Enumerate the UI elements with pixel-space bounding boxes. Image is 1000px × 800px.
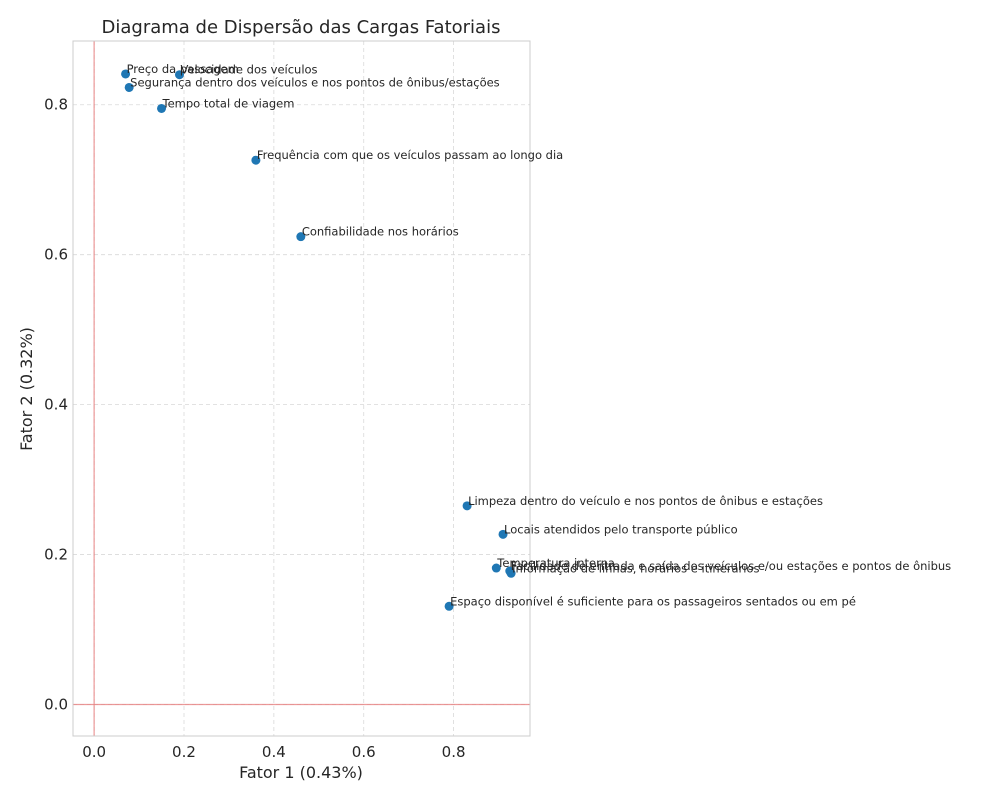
point-label: Segurança dentro dos veículos e nos pont…	[130, 75, 500, 89]
data-point	[491, 563, 501, 573]
point-label: Tempo total de viagem	[162, 96, 295, 110]
chart-title: Diagrama de Dispersão das Cargas Fatoria…	[102, 17, 501, 38]
data-point	[462, 501, 472, 511]
data-point	[174, 70, 184, 80]
point-label: Velocidade dos veículos	[180, 63, 317, 77]
data-point	[506, 568, 516, 578]
y-tick-label: 0.8	[44, 96, 68, 114]
data-point	[444, 601, 454, 611]
x-tick-label: 0.6	[352, 743, 376, 761]
x-tick-label: 0.2	[172, 743, 196, 761]
data-point	[296, 232, 306, 242]
y-tick-labels: 0.0 0.2 0.4 0.6 0.8	[44, 96, 68, 714]
data-point	[121, 69, 131, 79]
point-label: Locais atendidos pelo transporte público	[504, 522, 738, 536]
x-tick-label: 0.0	[82, 743, 106, 761]
data-point	[251, 155, 261, 165]
y-tick-label: 0.6	[44, 246, 68, 264]
y-axis-label: Fator 2 (0.32%)	[17, 327, 36, 451]
data-point	[498, 529, 508, 539]
point-label: Espaço disponível é suficiente para os p…	[450, 594, 856, 608]
point-label: Facilidade de entrada e saída dos veícul…	[511, 559, 951, 573]
point-label: Confiabilidade nos horários	[302, 225, 459, 239]
plot-background	[73, 41, 530, 736]
y-tick-label: 0.0	[44, 696, 68, 714]
x-tick-label: 0.4	[262, 743, 286, 761]
point-label: Limpeza dentro do veículo e nos pontos d…	[468, 494, 823, 508]
point-label: Preço da passagem	[127, 62, 239, 76]
point-label: Temperatura interna	[496, 556, 615, 570]
point-label: Frequência com que os veículos passam ao…	[257, 148, 563, 162]
data-points	[121, 69, 516, 611]
data-point	[157, 103, 167, 113]
point-label: Informação de linhas, horários e itinerá…	[512, 561, 759, 575]
x-tick-labels: 0.0 0.2 0.4 0.6 0.8	[82, 743, 465, 761]
y-tick-label: 0.4	[44, 396, 68, 414]
y-tick-label: 0.2	[44, 546, 68, 564]
reference-lines	[73, 41, 530, 736]
x-tick-label: 0.8	[442, 743, 466, 761]
data-point	[124, 82, 134, 92]
x-axis-label: Fator 1 (0.43%)	[239, 763, 363, 782]
plot-frame	[72, 40, 531, 737]
